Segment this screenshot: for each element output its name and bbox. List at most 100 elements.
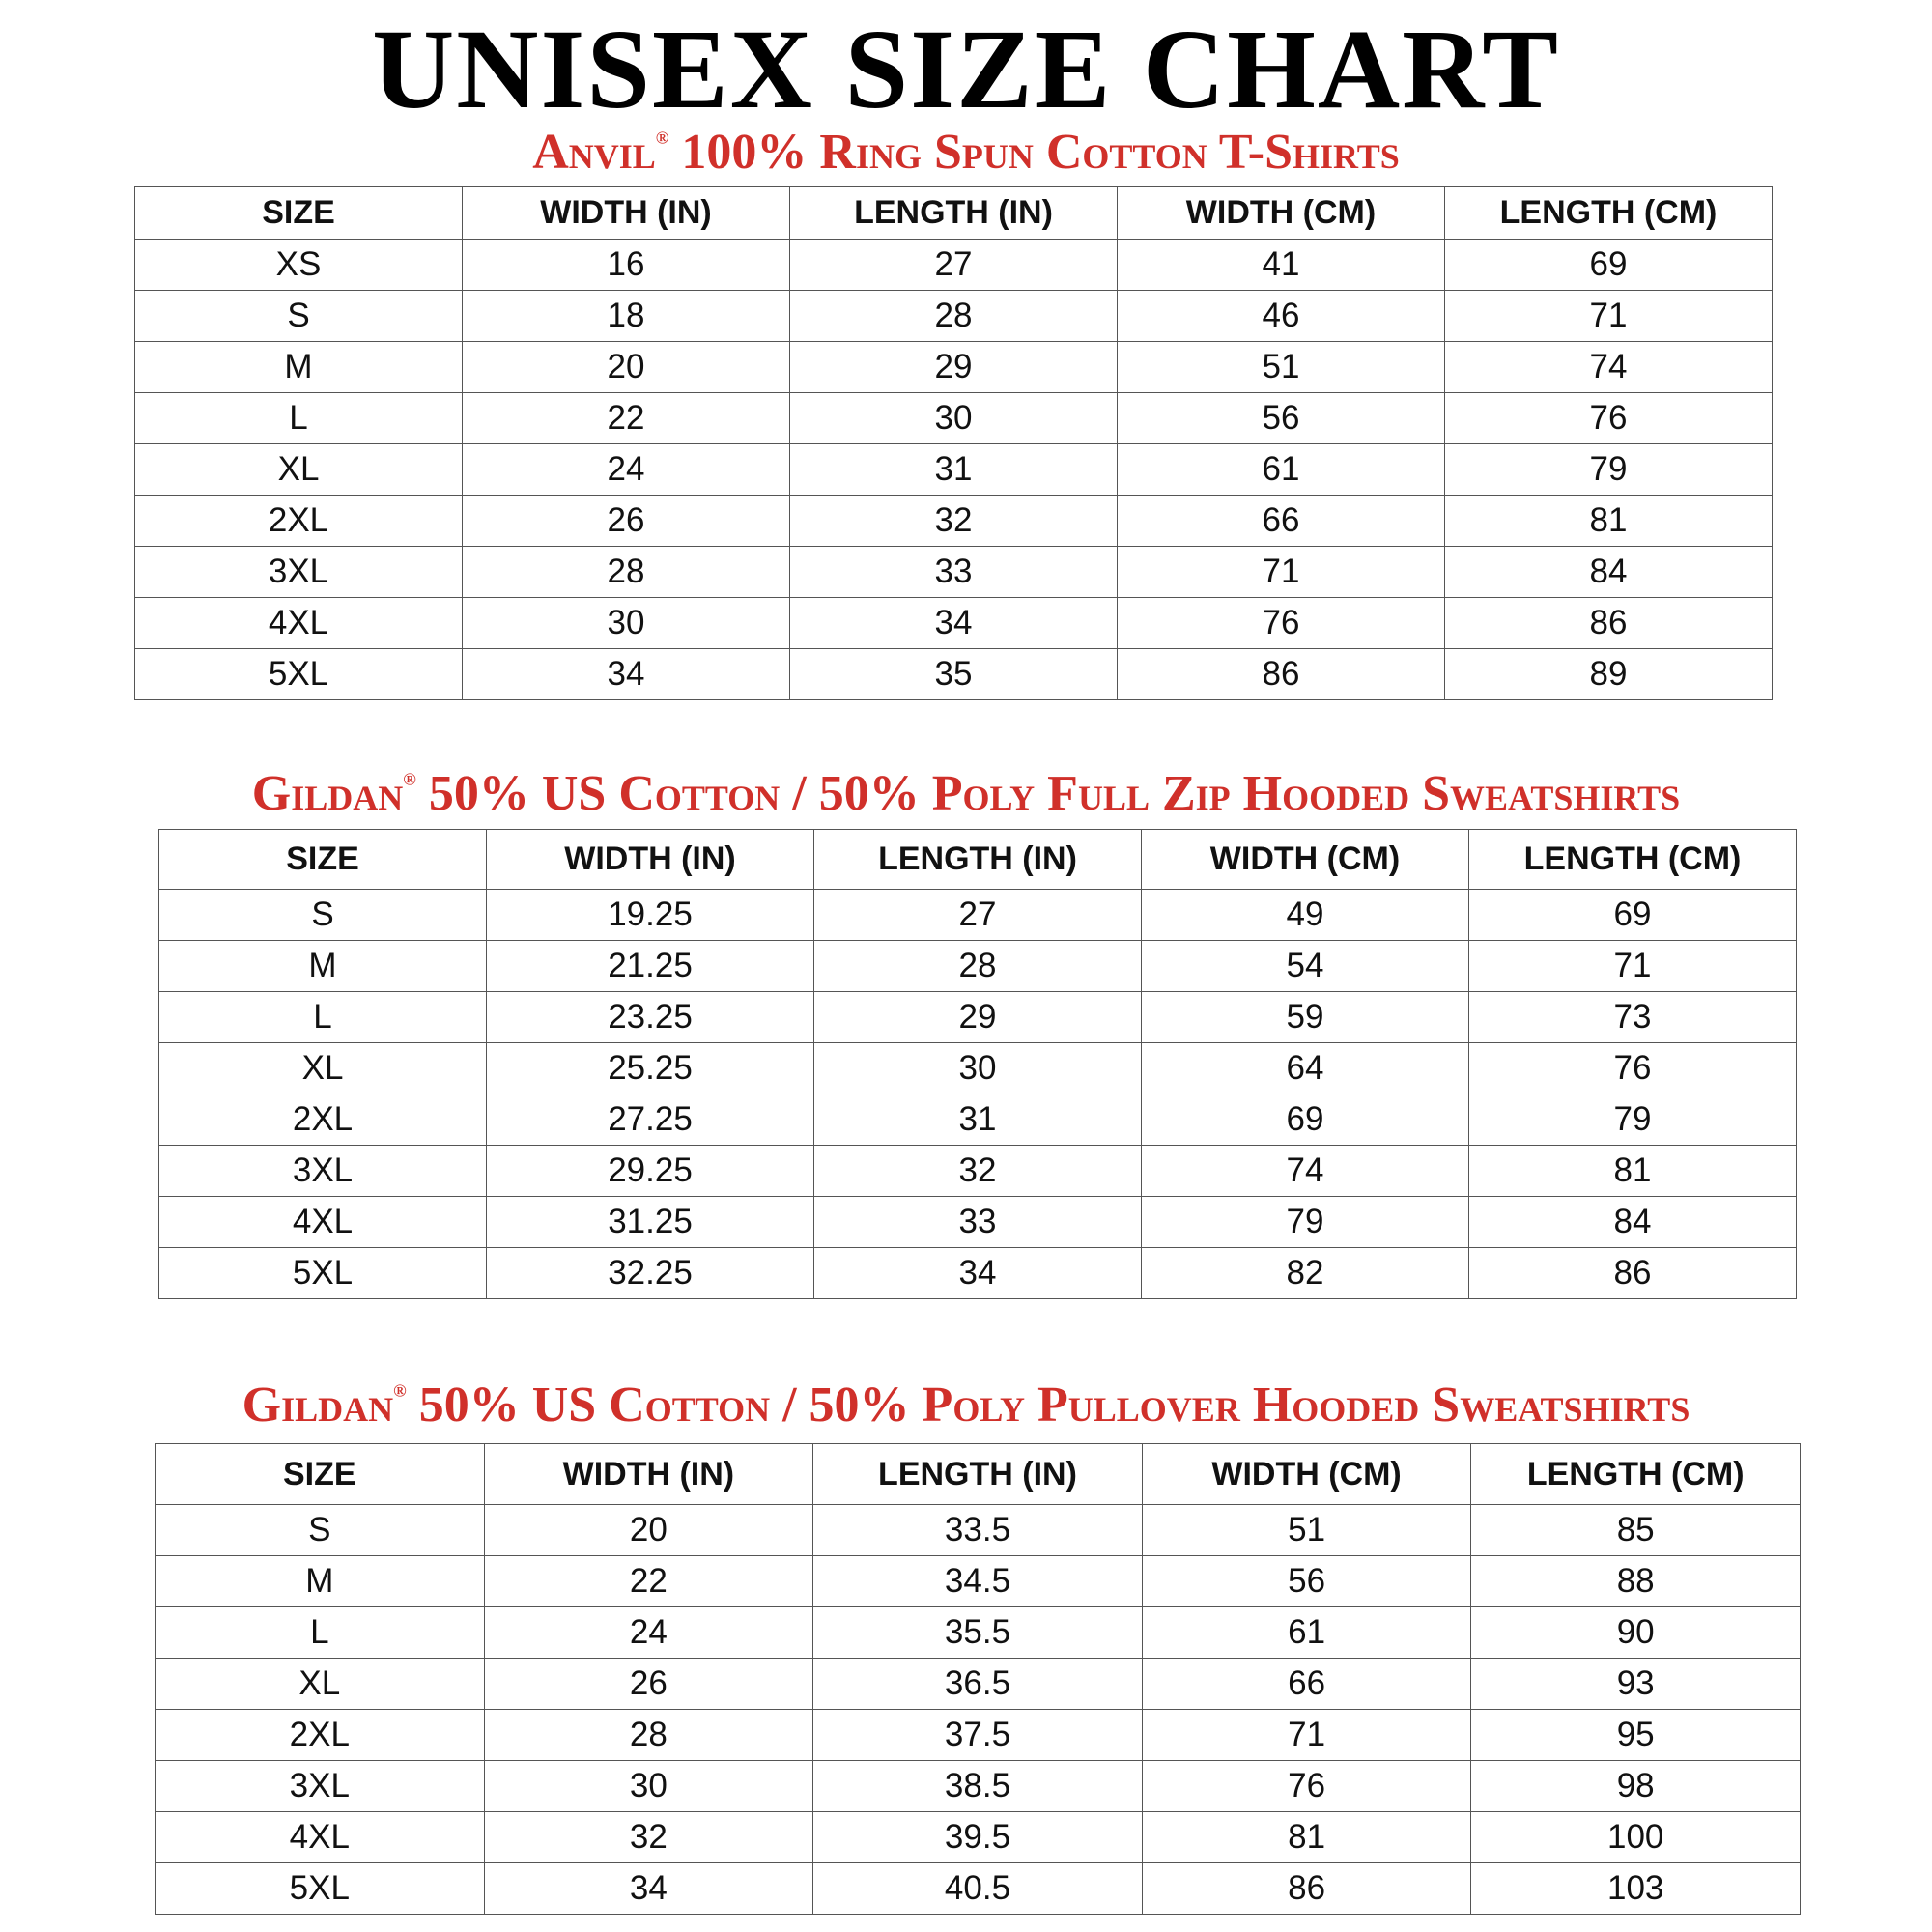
table-cell: 71 (1444, 290, 1773, 342)
table-cell: S (158, 889, 487, 941)
table-cell: 5XL (158, 1247, 487, 1299)
table-cell: 74 (1444, 341, 1773, 393)
registered-mark: ® (393, 1380, 407, 1401)
table-cell: 98 (1470, 1760, 1801, 1812)
table-row: 5XL 34 35 86 89 (134, 648, 1773, 700)
table-row: 5XL 34 40.5 86 103 (155, 1862, 1801, 1915)
table-row: 4XL 30 34 76 86 (134, 597, 1773, 649)
table-row: XL 25.25 30 64 76 (158, 1042, 1797, 1094)
table-cell: 32 (483, 1811, 814, 1863)
table-row: 3XL 30 38.5 76 98 (155, 1760, 1801, 1812)
table-cell: 28 (813, 940, 1142, 992)
table-cell: 51 (1141, 1504, 1472, 1556)
table-cell: 37.5 (812, 1709, 1143, 1761)
table-cell: 21.25 (486, 940, 814, 992)
size-table-anvil-tshirts: SIZE WIDTH (IN) LENGTH (IN) WIDTH (CM) LENGT… (134, 186, 1773, 700)
size-table-gildan-pullover: SIZE WIDTH (IN) LENGTH (IN) WIDTH (CM) LENGT… (155, 1443, 1801, 1915)
table-cell: 81 (1141, 1811, 1472, 1863)
table-cell: 84 (1468, 1196, 1797, 1248)
header-row: SIZE WIDTH (IN) LENGTH (IN) WIDTH (CM) LENGT… (155, 1443, 1801, 1505)
table-cell: 18 (462, 290, 790, 342)
table-cell: 54 (1141, 940, 1469, 992)
table-1-title: Anvil® 100% Ring Spun Cotton T-Shirts (0, 124, 1932, 181)
table-cell: 22 (483, 1555, 814, 1607)
table-cell: 20 (462, 341, 790, 393)
table-row: 3XL 29.25 32 74 81 (158, 1145, 1797, 1197)
table-cell: 69 (1141, 1094, 1469, 1146)
table-cell: 69 (1468, 889, 1797, 941)
table-row: XL 24 31 61 79 (134, 443, 1773, 496)
table-cell: 32.25 (486, 1247, 814, 1299)
column-header: WIDTH (IN) (483, 1443, 814, 1505)
product-description: 50% US Cotton / 50% Poly Full Zip Hooded… (428, 766, 1681, 821)
table-cell: 27 (813, 889, 1142, 941)
column-header: LENGTH (CM) (1444, 186, 1773, 240)
table-cell: 20 (483, 1504, 814, 1556)
table-cell: 85 (1470, 1504, 1801, 1556)
column-header: LENGTH (IN) (812, 1443, 1143, 1505)
table-cell: L (158, 991, 487, 1043)
table-cell: 66 (1141, 1658, 1472, 1710)
table-cell: 73 (1468, 991, 1797, 1043)
table-cell: 35 (789, 648, 1118, 700)
table-cell: S (134, 290, 463, 342)
table-cell: 32 (813, 1145, 1142, 1197)
table-cell: 79 (1468, 1094, 1797, 1146)
table-row: 5XL 32.25 34 82 86 (158, 1247, 1797, 1299)
table-cell: 61 (1117, 443, 1445, 496)
column-header: WIDTH (CM) (1141, 1443, 1472, 1505)
table-cell: 2XL (158, 1094, 487, 1146)
column-header: LENGTH (CM) (1468, 829, 1797, 890)
table-cell: 76 (1141, 1760, 1472, 1812)
product-description: 100% Ring Spun Cotton T-Shirts (681, 125, 1400, 180)
table-cell: 71 (1141, 1709, 1472, 1761)
table-cell: 28 (789, 290, 1118, 342)
brand-name: Gildan (242, 1378, 394, 1433)
table-row: S 19.25 27 49 69 (158, 889, 1797, 941)
table-cell: 26 (462, 495, 790, 547)
table-cell: 81 (1468, 1145, 1797, 1197)
table-cell: 34.5 (812, 1555, 1143, 1607)
table-cell: 74 (1141, 1145, 1469, 1197)
table-cell: 86 (1444, 597, 1773, 649)
table-cell: 5XL (134, 648, 463, 700)
table-3-title: Gildan® 50% US Cotton / 50% Poly Pullove… (0, 1377, 1932, 1434)
table-cell: 81 (1444, 495, 1773, 547)
table-row: 2XL 26 32 66 81 (134, 495, 1773, 547)
table-cell: 4XL (155, 1811, 485, 1863)
table-cell: 28 (462, 546, 790, 598)
table-cell: 25.25 (486, 1042, 814, 1094)
table-cell: 89 (1444, 648, 1773, 700)
table-row: XL 26 36.5 66 93 (155, 1658, 1801, 1710)
table-cell: 79 (1141, 1196, 1469, 1248)
table-cell: 23.25 (486, 991, 814, 1043)
table-cell: 34 (462, 648, 790, 700)
table-row: 3XL 28 33 71 84 (134, 546, 1773, 598)
table-cell: 30 (462, 597, 790, 649)
table-cell: M (134, 341, 463, 393)
table-cell: 33 (789, 546, 1118, 598)
table-cell: 79 (1444, 443, 1773, 496)
table-cell: 2XL (134, 495, 463, 547)
table-cell: 26 (483, 1658, 814, 1710)
table-cell: 33 (813, 1196, 1142, 1248)
column-header: SIZE (134, 186, 463, 240)
table-cell: 4XL (134, 597, 463, 649)
table-cell: 71 (1468, 940, 1797, 992)
table-cell: 69 (1444, 239, 1773, 291)
table-cell: L (134, 392, 463, 444)
column-header: WIDTH (CM) (1141, 829, 1469, 890)
table-cell: 28 (483, 1709, 814, 1761)
table-cell: 2XL (155, 1709, 485, 1761)
table-cell: 86 (1117, 648, 1445, 700)
table-cell: 88 (1470, 1555, 1801, 1607)
table-cell: 71 (1117, 546, 1445, 598)
table-cell: 41 (1117, 239, 1445, 291)
table-cell: 95 (1470, 1709, 1801, 1761)
table-cell: 19.25 (486, 889, 814, 941)
registered-mark: ® (655, 128, 669, 148)
table-cell: 24 (483, 1606, 814, 1659)
table-row: 4XL 32 39.5 81 100 (155, 1811, 1801, 1863)
table-cell: XL (155, 1658, 485, 1710)
table-cell: 103 (1470, 1862, 1801, 1915)
